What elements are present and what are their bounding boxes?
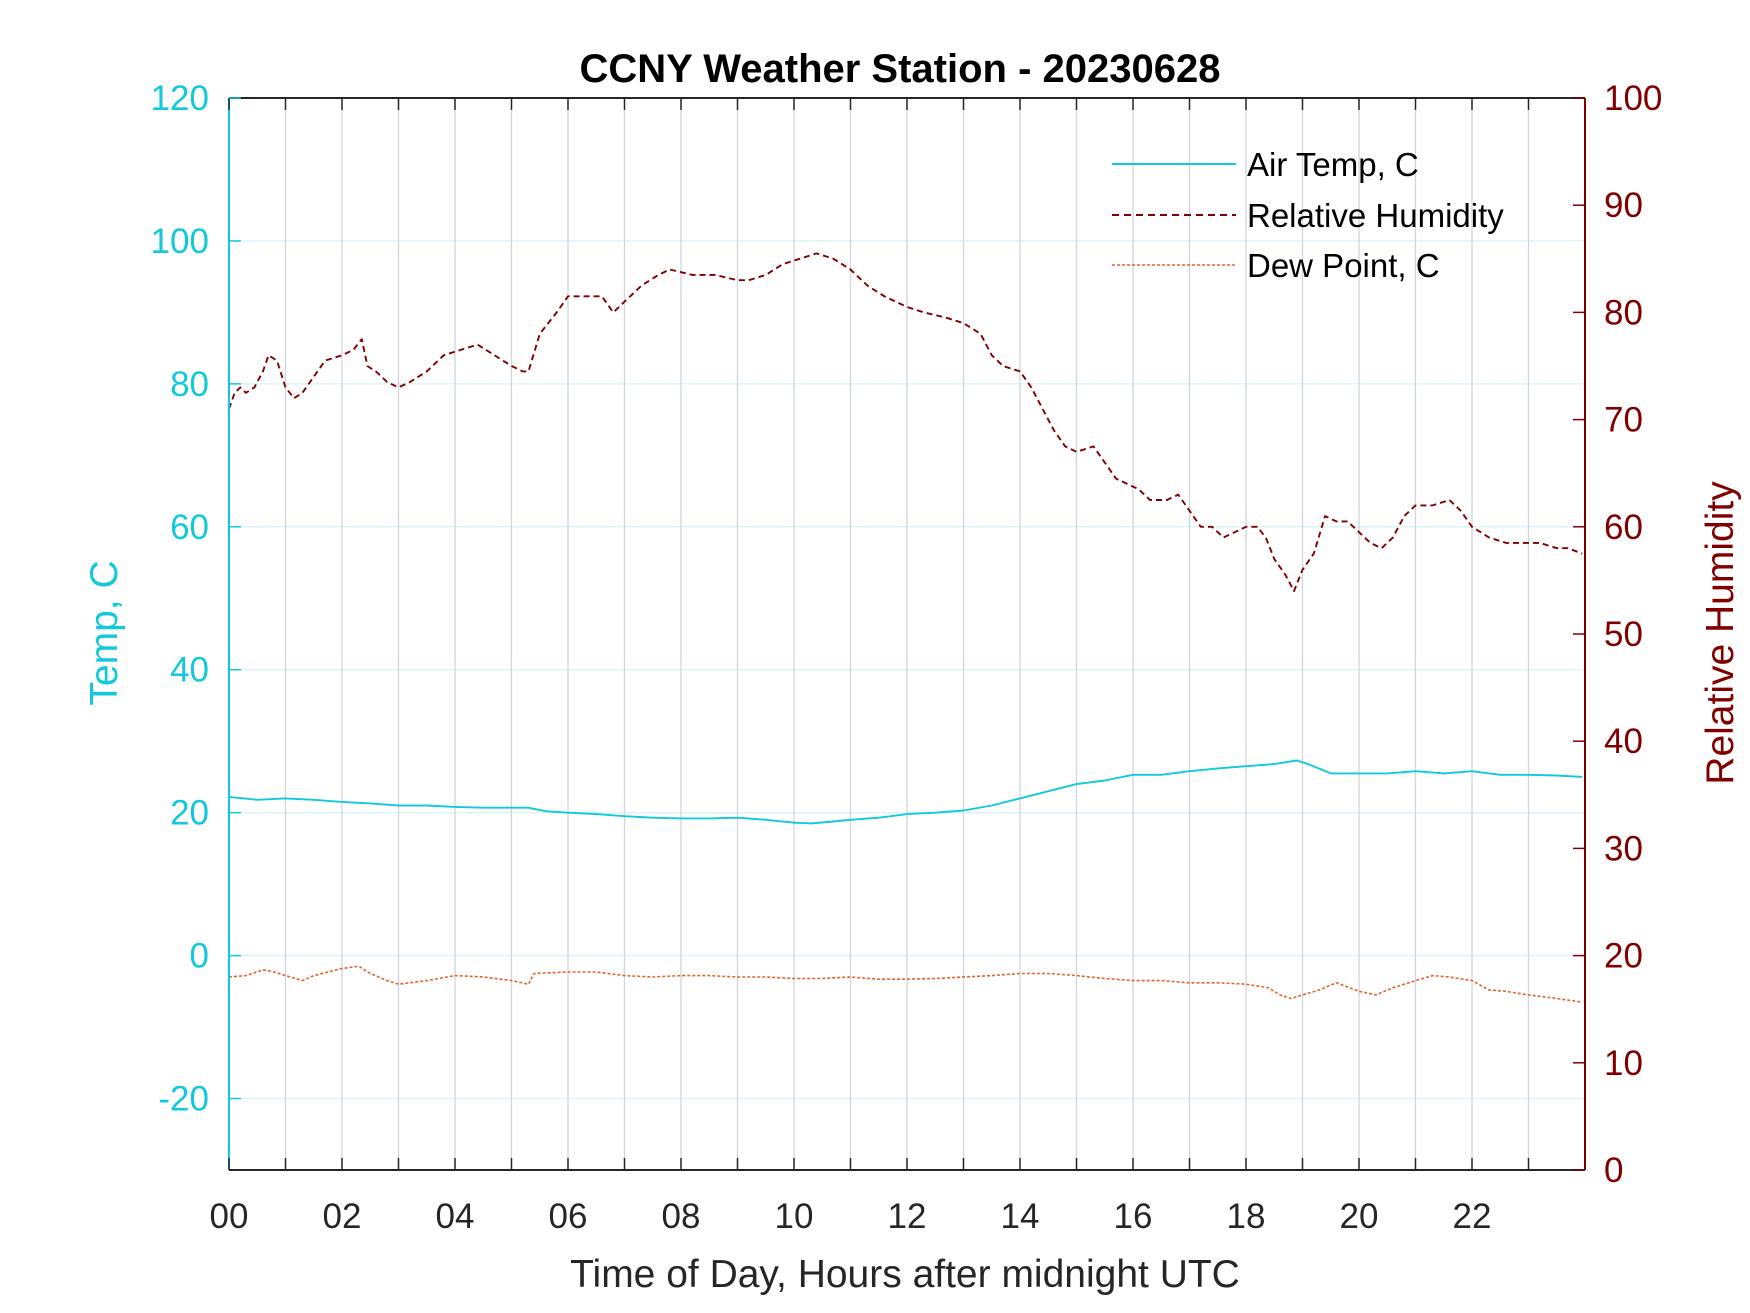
y-tick-label-right: 60	[1604, 508, 1643, 547]
y-tick-label-right: 40	[1604, 722, 1643, 761]
x-tick-label: 08	[662, 1197, 701, 1236]
x-tick-label: 16	[1114, 1197, 1153, 1236]
x-tick-label: 22	[1453, 1197, 1492, 1236]
y-tick-label-left: 0	[190, 937, 209, 976]
legend-label-relative-humidity: Relative Humidity	[1247, 197, 1504, 234]
y-tick-label-left: 80	[170, 365, 209, 404]
y-tick-label-left: 60	[170, 508, 209, 547]
x-axis-label: Time of Day, Hours after midnight UTC	[570, 1253, 1240, 1296]
axes	[228, 97, 1586, 1171]
series-line-relative-humidity	[228, 252, 1583, 593]
x-tick-label: 10	[775, 1197, 814, 1236]
x-tick-label: 06	[549, 1197, 588, 1236]
y-tick-label-right: 70	[1604, 401, 1643, 440]
chart-title: CCNY Weather Station - 20230628	[580, 47, 1221, 91]
x-tick-label: 18	[1227, 1197, 1266, 1236]
y-tick-label-left: 20	[170, 794, 209, 833]
x-tick-label: 12	[888, 1197, 927, 1236]
y-tick-label-right: 100	[1604, 79, 1662, 118]
series-line-air-temp	[228, 759, 1583, 825]
y-axis-left-label: Temp, C	[83, 560, 126, 705]
x-tick-label: 20	[1340, 1197, 1379, 1236]
legend-label-air-temp: Air Temp, C	[1247, 146, 1419, 183]
y-tick-label-right: 80	[1604, 293, 1643, 332]
series-line-dew-point	[228, 965, 1583, 1003]
y-tick-label-left: 40	[170, 651, 209, 690]
y-tick-label-right: 20	[1604, 937, 1643, 976]
y-tick-label-left: -20	[158, 1080, 209, 1119]
x-tick-label: 04	[436, 1197, 475, 1236]
legend: Air Temp, C Relative Humidity Dew Point,…	[1112, 146, 1504, 284]
legend-label-dew-point: Dew Point, C	[1247, 247, 1440, 284]
y-tick-label-right: 90	[1604, 186, 1643, 225]
y-tick-label-right: 50	[1604, 615, 1643, 654]
y-tick-label-right: 30	[1604, 829, 1643, 868]
series-layer	[228, 252, 1583, 1003]
y-tick-label-left: 100	[151, 222, 209, 261]
y-tick-label-right: 0	[1604, 1151, 1623, 1190]
y-axis-right-label: Relative Humidity	[1699, 481, 1742, 785]
grid	[229, 97, 1585, 1170]
x-tick-label: 02	[323, 1197, 362, 1236]
y-tick-label-left: 120	[151, 79, 209, 118]
x-tick-label: 14	[1001, 1197, 1040, 1236]
y-tick-label-right: 10	[1604, 1044, 1643, 1083]
x-tick-label: 00	[210, 1197, 249, 1236]
tick-labels: 00 02 04 06 08 10 12 14 16 18 20 22-200204060801001…	[151, 79, 1663, 1236]
